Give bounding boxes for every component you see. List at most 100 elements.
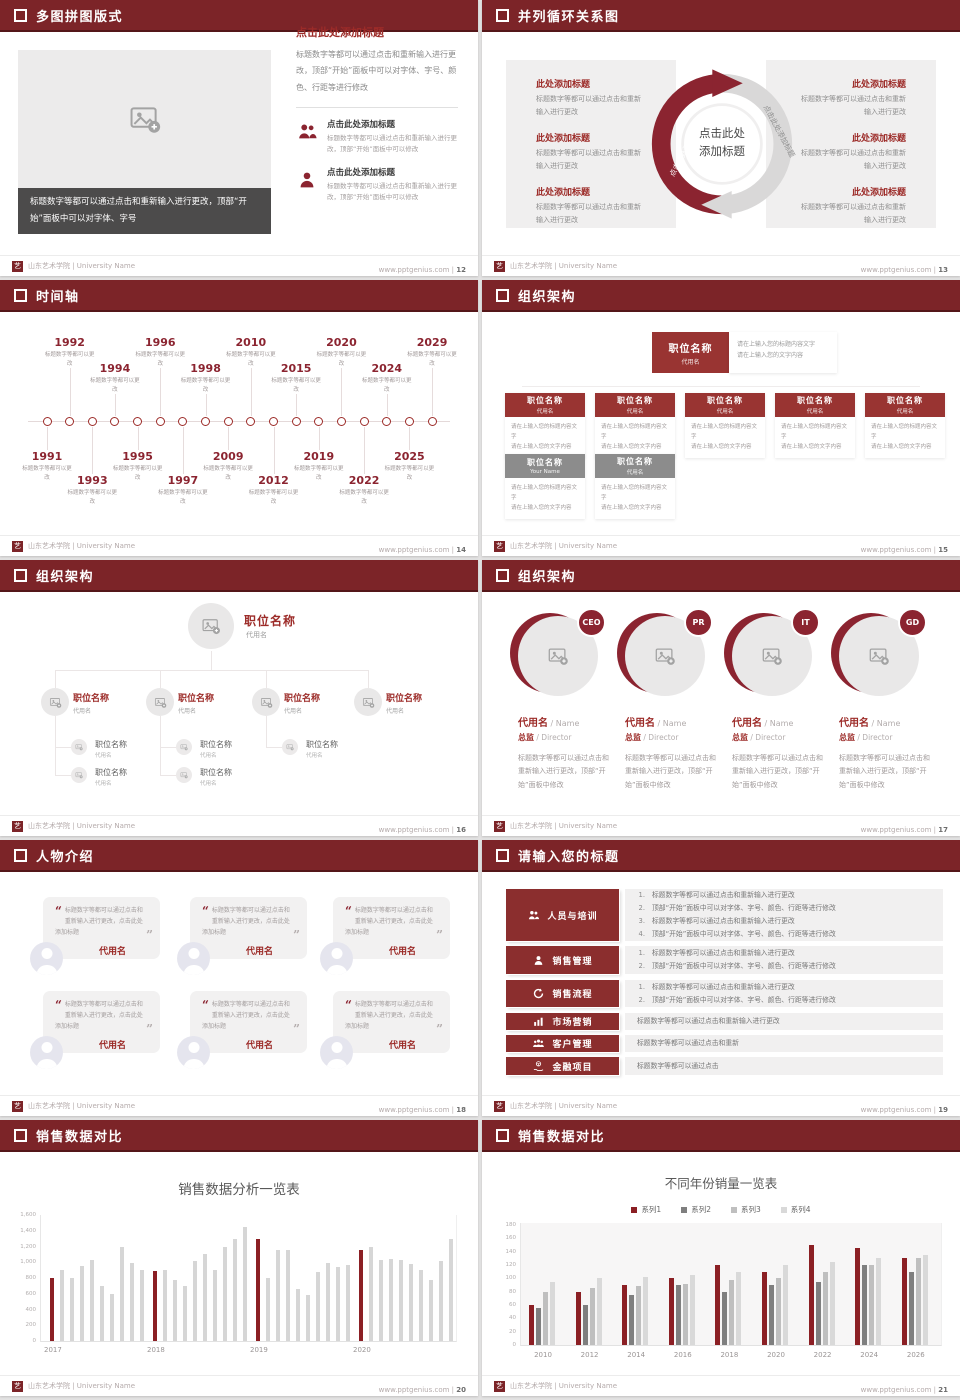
slide-15-thumbnail[interactable]: 组织架构 职位名称 代用名 请在上输入您的标题内容文字 请在上输入您的文字内容 … — [482, 280, 960, 556]
connector-line — [211, 651, 212, 670]
chart-bar — [876, 1258, 882, 1345]
timeline-entry: 2020 标题数字等都可以更改 — [315, 336, 367, 368]
org-subnode-title: 职位名称 — [95, 740, 127, 749]
org-avatar — [354, 688, 382, 716]
close-quote-icon: ” — [436, 1022, 443, 1037]
timeline-year: 2024 — [371, 362, 403, 375]
category-label: 客户管理 — [552, 1040, 593, 1050]
image-placeholder-icon — [362, 696, 375, 709]
slide-14-thumbnail[interactable]: 时间轴 1991 标题数字等都可以更改 1992 标题数字等都可以更改 1993 标题数字… — [0, 280, 478, 556]
image-placeholder-icon — [547, 645, 569, 667]
timeline-entry: 2019 标题数字等都可以更改 — [293, 450, 345, 482]
chart-bar — [915, 1258, 921, 1345]
chart-bar — [596, 1278, 602, 1345]
plot-area — [40, 1215, 457, 1342]
connector-line — [55, 670, 56, 688]
slide-18-thumbnail[interactable]: 人物介绍 “标题数字等都可以通过点击和重新输入进行更改，点击此处添加标题” 代用名… — [0, 840, 478, 1116]
slide-header: 请输入您的标题 — [482, 840, 960, 872]
slide-12-thumbnail[interactable]: 多图拼图版式 标题数字等都可以通过点击和重新输入进行更改，顶部“开始”面板中可以… — [0, 0, 478, 276]
timeline-note: 标题数字等都可以更改 — [407, 352, 457, 367]
category-box: 金融项目 — [506, 1057, 619, 1075]
y-axis-tick: 600 — [25, 1290, 37, 1297]
website-url: www.pptgenius.com — [860, 1105, 932, 1114]
timeline-note: 标题数字等都可以更改 — [22, 466, 72, 481]
person-name: 代用名 — [246, 947, 274, 958]
university-logo: 艺 — [12, 820, 23, 832]
member-desc: 标题数字等都可以通过点击和重新输入进行更改，顶部“开始”面板中修改 — [732, 754, 823, 789]
x-axis-label: 2020 — [767, 1351, 785, 1359]
legend-swatch — [780, 1206, 787, 1213]
image-placeholder-icon — [654, 645, 676, 667]
university-name: 山东艺术学院 | University Name — [28, 542, 135, 550]
chart-bar — [193, 1261, 197, 1341]
square-bullet-icon — [14, 8, 27, 22]
timeline-note: 标题数字等都可以更改 — [44, 352, 95, 367]
page-number: 16 — [456, 825, 466, 834]
timeline-year: 2019 — [303, 450, 335, 463]
slide-20-thumbnail[interactable]: 销售数据对比 销售数据分析一览表 0 200 400 600 800 1,000 1,200… — [0, 1120, 478, 1396]
slide-17-thumbnail[interactable]: 组织架构 CEO 代用名 / Name 总监 / Director 标题数字等都可以通… — [482, 560, 960, 836]
slide-title: 组织架构 — [518, 289, 577, 305]
org-box-line: 请在上输入您的文字内容 — [601, 444, 662, 451]
timeline-note: 标题数字等都可以更改 — [248, 490, 299, 505]
timeline-note: 标题数字等都可以更改 — [271, 378, 321, 393]
slide-21-thumbnail[interactable]: 销售数据对比 不同年份销量一览表 系列1 系列2 系列3 系列4 0 20 40 60 80 1… — [482, 1120, 960, 1396]
university-logo: 艺 — [494, 540, 505, 552]
slide-16-thumbnail[interactable]: 组织架构 职位名称 代用名 职位名称 代用名 职位名称 代用名 职位名称 代用名 职位名称代… — [0, 560, 478, 836]
slide-19-thumbnail[interactable]: 请输入您的标题 人员与培训 1. 标题数字等都可以通过点击和重新输入进行更改 2. 顶… — [482, 840, 960, 1116]
quote-text: 标题数字等都可以通过点击和重新输入进行更改，点击此处添加标题 — [202, 907, 290, 937]
member-role-cn: 总监 — [518, 733, 534, 742]
y-axis-tick: 40 — [509, 1315, 516, 1322]
timeline-stem — [137, 427, 139, 450]
cycle-item: 此处添加标题 标题数字等都可以通过点击和重新输入进行更改 — [536, 131, 676, 172]
chart-bar — [901, 1258, 907, 1345]
cycle-item-desc: 标题数字等都可以通过点击和重新输入进行更改 — [801, 149, 906, 170]
org-subnode-title: 职位名称 — [200, 740, 232, 749]
x-axis-label: 2024 — [860, 1351, 879, 1359]
legend-label: 系列3 — [741, 1205, 761, 1214]
member-name-en: / Name — [869, 719, 901, 728]
university-logo: 艺 — [12, 1380, 23, 1392]
org-node-title: 职位名称 — [284, 694, 321, 704]
org-subnode-sub: 代用名 — [200, 781, 217, 787]
org-avatar — [146, 688, 174, 716]
member-name: 代用名 / Name — [518, 714, 614, 729]
category-label: 金融项目 — [552, 1062, 593, 1073]
category-label: 市场营销 — [552, 1018, 593, 1028]
list-text: 标题数字等都可以通过点击和重新 — [637, 1039, 739, 1048]
chart-bar — [722, 1291, 728, 1345]
org-box-body: 请在上输入您的标题内容文字 请在上输入您的文字内容 — [685, 417, 765, 458]
timeline-note: 标题数字等都可以更改 — [158, 490, 208, 505]
org-node-title: 职位名称 — [386, 694, 423, 704]
s17-canvas: CEO 代用名 / Name 总监 / Director 标题数字等都可以通过点击和重… — [482, 560, 960, 836]
cycle-item-title: 此处添加标题 — [536, 80, 591, 90]
chart-bar — [336, 1266, 340, 1341]
org-subnode-title: 职位名称 — [306, 740, 338, 749]
avatar — [30, 942, 63, 975]
feature-title: 点击此处添加标题 — [327, 120, 396, 131]
slide-13-thumbnail[interactable]: 并列循环关系图 此处添加标题 标题数字等都可以通过点击和重新输入进行更改 此处添加标… — [482, 0, 960, 276]
timeline-dot — [336, 417, 346, 426]
image-placeholder-icon — [868, 645, 890, 667]
timeline-dot — [246, 417, 256, 426]
chart-bar — [629, 1295, 635, 1345]
member-name-en: / Name — [655, 719, 687, 728]
timeline-entry: 2010 标题数字等都可以更改 — [225, 336, 277, 368]
timeline-entry: 2025 标题数字等都可以更改 — [383, 450, 435, 482]
timeline-entry: 1992 标题数字等都可以更改 — [44, 336, 96, 368]
org-box-line: 请在上输入您的文字内容 — [601, 505, 662, 512]
org-box-sub: 代用名 — [536, 409, 554, 415]
list-number: 2. — [638, 962, 646, 970]
org-node-sub: 代用名 — [386, 708, 405, 715]
category-label: 人员与培训 — [547, 911, 598, 922]
open-quote-icon: “ — [202, 998, 209, 1012]
connector-line — [266, 747, 282, 748]
university-name: 山东艺术学院 | University Name — [510, 1102, 617, 1110]
chart-bar — [536, 1308, 541, 1345]
cycle-diagram: 点击此处添加标题 点击此处添加标题 — [651, 69, 797, 219]
page-number: 13 — [938, 265, 948, 274]
y-axis-tick: 160 — [505, 1235, 517, 1242]
list-text: 标题数字等都可以通过点击和重新输入进行更改 — [652, 982, 795, 991]
avatar — [30, 1036, 63, 1069]
cycle-item-title: 此处添加标题 — [851, 134, 906, 145]
